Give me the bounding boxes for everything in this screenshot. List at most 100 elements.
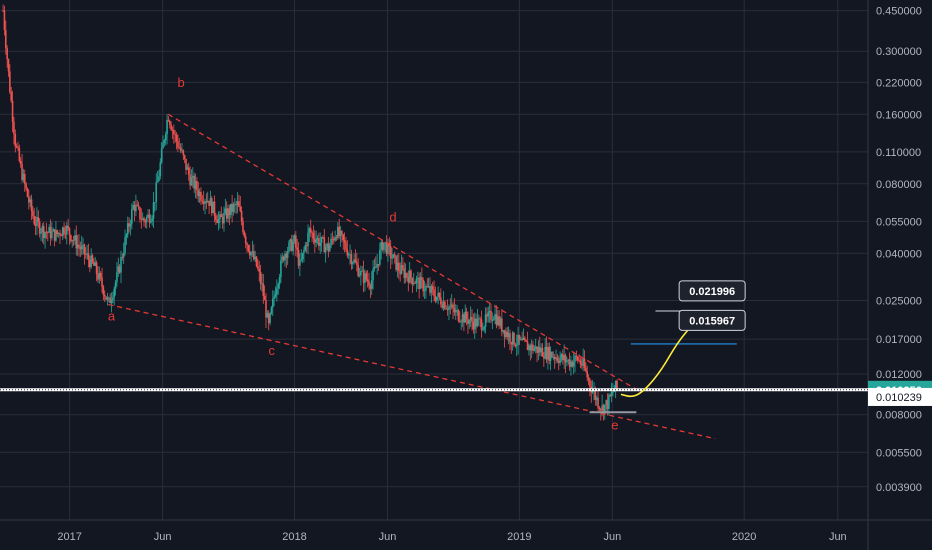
candle-body xyxy=(337,226,339,238)
candle-body xyxy=(289,239,292,243)
candle-body xyxy=(135,204,137,212)
price-callout-box[interactable] xyxy=(678,309,746,331)
candle-body xyxy=(315,239,317,243)
candle-body xyxy=(387,242,389,255)
candle-body xyxy=(171,129,174,131)
candle-body xyxy=(461,314,464,322)
candle-body xyxy=(426,286,429,287)
projection-curve[interactable] xyxy=(620,319,697,398)
y-tick-label: 0.017000 xyxy=(876,334,922,346)
x-tick-label: Jun xyxy=(154,531,172,543)
candle-body xyxy=(320,237,323,243)
candle-body xyxy=(471,316,473,322)
candle-body xyxy=(236,201,239,206)
candle-body xyxy=(259,271,262,284)
candle-body xyxy=(205,201,208,203)
trendline-upper[interactable] xyxy=(167,113,637,390)
candle-body xyxy=(407,276,410,283)
candle-body xyxy=(36,217,38,226)
candle-body xyxy=(595,397,598,400)
candle-body xyxy=(507,333,510,338)
candle-body xyxy=(192,175,194,178)
candle-body xyxy=(392,254,395,259)
candle-body xyxy=(379,249,381,265)
candle-body xyxy=(196,181,198,191)
candle-body xyxy=(155,182,158,203)
candle-body xyxy=(450,304,453,307)
candle-body xyxy=(258,268,261,272)
candle-body xyxy=(408,270,411,283)
candle-body xyxy=(391,258,393,259)
trendline-lower[interactable] xyxy=(108,303,716,440)
wave-label-d: d xyxy=(389,209,396,224)
candle-body xyxy=(515,344,518,346)
candle-body xyxy=(114,282,117,289)
candle-body xyxy=(197,190,200,196)
candle-body xyxy=(331,238,334,240)
candle-body xyxy=(415,278,418,284)
candle-body xyxy=(70,235,72,242)
candle-body xyxy=(7,59,10,72)
candle-body xyxy=(381,241,384,250)
candle-body xyxy=(483,326,486,330)
candle-body xyxy=(327,243,330,252)
candle-body xyxy=(140,218,143,220)
price-callout-box[interactable] xyxy=(678,280,746,302)
candle-body xyxy=(162,143,164,149)
wave-label-e: e xyxy=(611,418,618,433)
candle-body xyxy=(303,250,305,254)
candle-body xyxy=(452,304,454,309)
candle-body xyxy=(128,223,130,227)
candle-body xyxy=(506,331,509,338)
candle-body xyxy=(137,205,140,208)
candle-body xyxy=(591,390,594,393)
candle-body xyxy=(341,231,343,235)
candle-body xyxy=(557,360,560,364)
candle-body xyxy=(368,280,370,287)
candle-body xyxy=(4,30,7,49)
candle-body xyxy=(163,140,166,144)
candle-body xyxy=(559,358,561,364)
candle-body xyxy=(232,204,235,212)
candle-body xyxy=(13,121,15,135)
candle-body xyxy=(110,300,113,304)
candle-body xyxy=(159,162,162,177)
candle-body xyxy=(614,380,617,390)
candle-body xyxy=(513,332,515,345)
candle-body xyxy=(547,346,549,360)
candle-body xyxy=(385,242,388,255)
candle-body xyxy=(453,308,456,313)
candle-body xyxy=(225,208,228,219)
candle-body xyxy=(79,246,82,250)
candle-body xyxy=(301,253,304,260)
candle-body xyxy=(278,277,281,285)
candle-body xyxy=(164,134,167,141)
candle-body xyxy=(583,358,586,368)
candle-body xyxy=(285,253,288,258)
candle-body xyxy=(91,255,94,262)
candle-body xyxy=(117,266,120,273)
candle-body xyxy=(372,269,374,280)
candle-body xyxy=(332,238,335,241)
candle-body xyxy=(204,201,206,204)
candle-body xyxy=(585,367,587,372)
candle-body xyxy=(94,262,97,266)
candle-body xyxy=(220,214,223,217)
candle-body xyxy=(556,357,559,361)
candle-body xyxy=(377,264,380,265)
candle-body xyxy=(2,10,4,12)
candle-body xyxy=(490,310,492,321)
candle-body xyxy=(52,229,55,232)
candle-body xyxy=(616,380,618,389)
candle-body xyxy=(246,243,248,246)
candle-body xyxy=(109,297,111,304)
candle-body xyxy=(578,360,580,362)
y-tick-label: 0.160000 xyxy=(876,109,922,121)
candle-body xyxy=(107,297,110,299)
candle-body xyxy=(210,198,213,214)
y-tick-label: 0.080000 xyxy=(876,179,922,191)
candle-body xyxy=(300,259,303,261)
candle-body xyxy=(383,242,385,250)
candle-body xyxy=(533,348,536,351)
